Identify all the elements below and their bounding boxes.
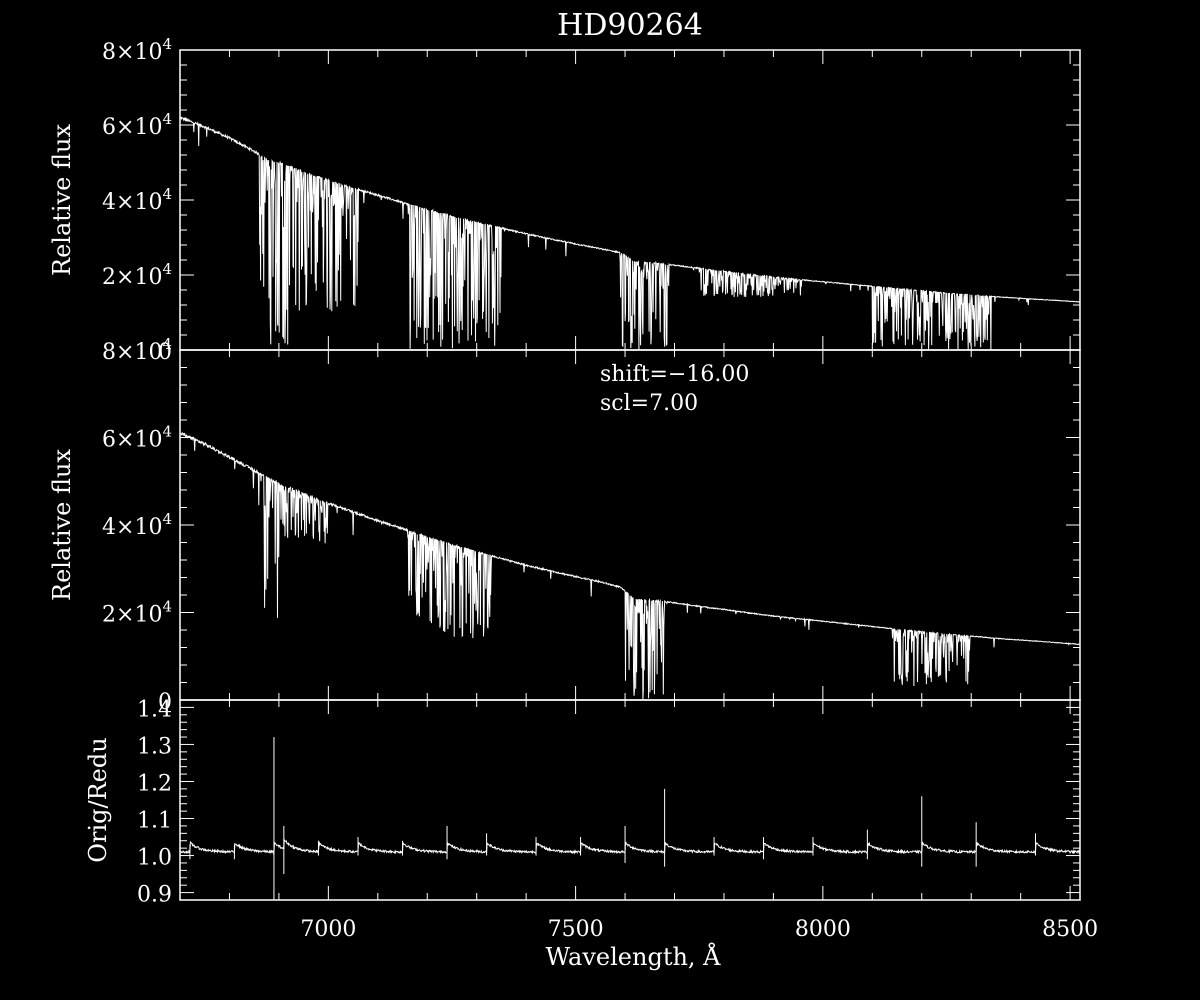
y-tick-label: 2×104: [102, 598, 172, 628]
ratio-line: [179, 838, 1081, 855]
x-axis-label: Wavelength, Å: [545, 942, 721, 971]
ratio-panel: 0.9 1.0 1.1 1.2 1.3 1.4 7000 7500 8000 8500: [137, 697, 1098, 942]
y-tick-label: 1.0: [137, 846, 172, 871]
middle-flux-panel: 0 2×104 4×104 6×104 8×104: [102, 335, 1081, 715]
y-tick-label: 4×104: [102, 185, 172, 215]
panel-frame: [179, 699, 1081, 901]
y-tick-label: 2×104: [102, 260, 172, 290]
middle-ylabel: Relative flux: [48, 449, 76, 601]
scale-annotation: scl=7.00: [600, 391, 698, 416]
x-tick-label: 7500: [548, 917, 604, 942]
upper-ylabel: Relative flux: [48, 124, 76, 276]
chart-title: HD90264: [557, 8, 703, 43]
x-tick-label: 8500: [1042, 917, 1098, 942]
y-tick-label: 1.3: [137, 734, 172, 759]
y-tick-label: 4×104: [102, 510, 172, 540]
y-tick-label: 1.1: [137, 809, 172, 834]
ratio-ylabel: Orig/Redu: [84, 737, 112, 862]
y-tick-label: 8×104: [102, 35, 172, 65]
flux-spectrum-line: [179, 116, 1081, 350]
y-tick-label: 8×104: [102, 335, 172, 365]
y-tick-label: 0: [158, 690, 172, 715]
y-tick-label: 0.9: [137, 883, 172, 908]
y-tick-label: 1.4: [137, 697, 172, 722]
x-tick-label: 7000: [300, 917, 356, 942]
x-tick-label: 8000: [795, 917, 851, 942]
upper-flux-panel: 0 2×104 4×104 6×104 8×104: [102, 35, 1081, 365]
shift-annotation: shift=−16.00: [600, 362, 749, 387]
y-tick-label: 1.2: [137, 771, 172, 796]
y-tick-label: 0: [158, 340, 172, 365]
y-tick-label: 6×104: [102, 423, 172, 453]
flux-spectrum-line: [180, 431, 1081, 700]
y-tick-label: 6×104: [102, 110, 172, 140]
